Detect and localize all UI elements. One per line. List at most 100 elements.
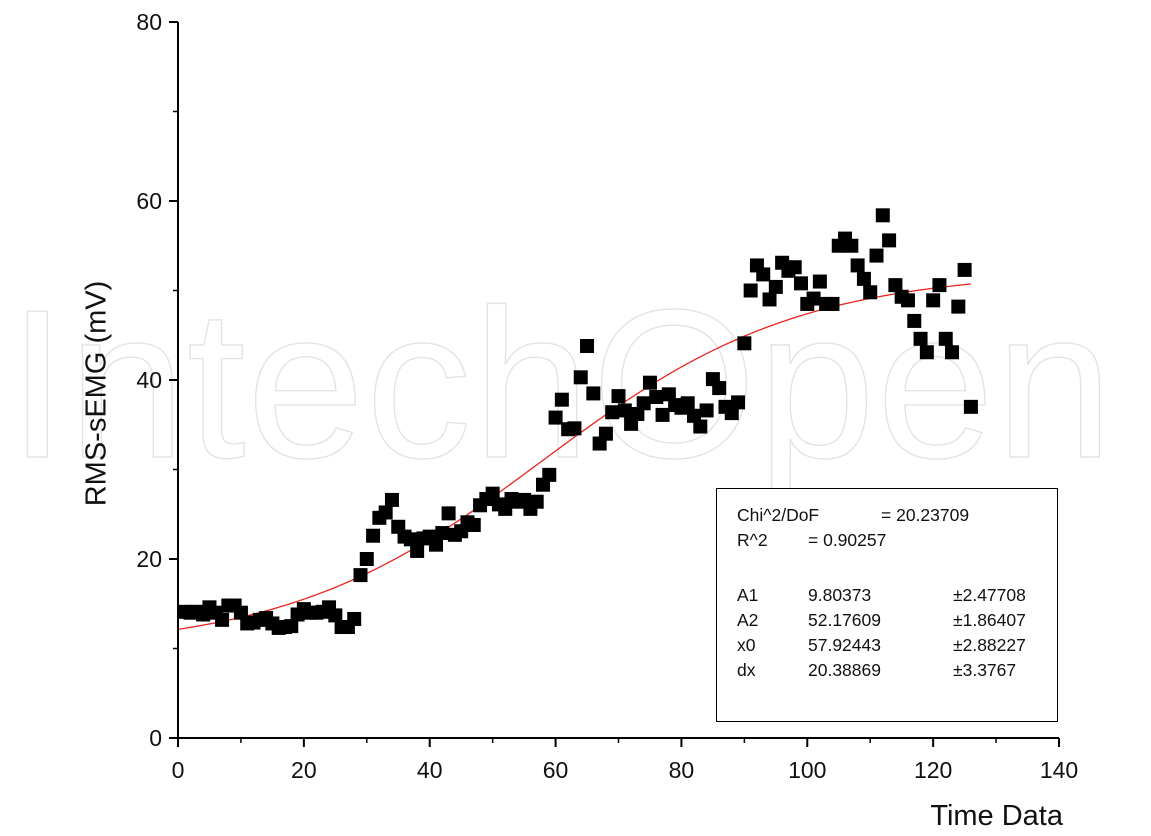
data-point xyxy=(378,505,393,520)
data-point xyxy=(548,410,563,425)
param-value: 20.38869 xyxy=(808,660,881,680)
data-point xyxy=(611,389,626,404)
x-tick-label: 20 xyxy=(291,757,317,783)
data-point xyxy=(787,260,802,275)
data-point xyxy=(806,291,821,306)
param-name: A2 xyxy=(737,610,759,630)
data-point xyxy=(875,208,890,223)
data-point xyxy=(932,278,947,293)
data-point xyxy=(699,403,714,418)
data-point xyxy=(630,407,645,422)
data-point xyxy=(680,396,695,411)
data-point xyxy=(945,345,960,360)
data-point xyxy=(410,543,425,558)
param-value: 57.92443 xyxy=(808,635,881,655)
r2-label: R^2 xyxy=(737,530,768,550)
data-point xyxy=(655,407,670,422)
data-point xyxy=(762,292,777,307)
data-point xyxy=(215,612,230,627)
y-tick-label: 80 xyxy=(136,9,162,35)
data-point xyxy=(284,619,299,634)
data-point xyxy=(366,528,381,543)
data-point xyxy=(485,486,500,501)
data-point xyxy=(542,467,557,482)
y-tick-label: 20 xyxy=(136,546,162,572)
data-point xyxy=(661,387,676,402)
x-tick-label: 80 xyxy=(669,757,695,783)
data-point xyxy=(712,381,727,396)
y-tick-label: 60 xyxy=(136,188,162,214)
data-point xyxy=(869,248,884,263)
data-point xyxy=(731,395,746,410)
data-point xyxy=(919,345,934,360)
param-error: ±1.86407 xyxy=(953,610,1026,630)
data-point xyxy=(737,336,752,351)
y-axis-title: RMS-sEMG (mV) xyxy=(80,280,113,507)
x-axis-title: Time Data xyxy=(930,800,1063,832)
data-point xyxy=(900,293,915,308)
data-point xyxy=(353,568,368,583)
data-point xyxy=(567,421,582,436)
data-point xyxy=(963,399,978,414)
data-point xyxy=(844,238,859,253)
data-point xyxy=(724,406,739,421)
data-point xyxy=(435,526,450,541)
data-point xyxy=(888,278,903,293)
data-point xyxy=(907,313,922,328)
param-error: ±3.3767 xyxy=(953,660,1017,680)
data-point xyxy=(642,375,657,390)
data-point xyxy=(951,299,966,314)
data-point xyxy=(384,492,399,507)
data-point xyxy=(403,532,418,547)
data-point xyxy=(693,419,708,434)
x-tick-label: 120 xyxy=(914,757,952,783)
param-name: x0 xyxy=(737,635,756,655)
chi2-label: Chi^2/DoF xyxy=(737,505,820,525)
data-point xyxy=(359,552,374,566)
data-point xyxy=(856,271,871,286)
data-point xyxy=(938,331,953,346)
data-point xyxy=(756,267,771,282)
data-point xyxy=(743,283,758,298)
x-tick-label: 140 xyxy=(1040,757,1078,783)
fit-statistics-box: Chi^2/DoF = 20.23709 R^2 = 0.90257 A1 9.… xyxy=(716,488,1058,722)
param-error: ±2.88227 xyxy=(953,635,1026,655)
r2-value: = 0.90257 xyxy=(808,530,887,550)
data-point xyxy=(580,338,595,353)
data-point xyxy=(529,494,544,509)
x-tick-label: 60 xyxy=(543,757,569,783)
x-tick-label: 100 xyxy=(788,757,826,783)
data-point xyxy=(441,506,456,521)
data-point xyxy=(768,279,783,294)
x-tick-label: 40 xyxy=(417,757,443,783)
data-point xyxy=(957,262,972,277)
data-point xyxy=(605,405,620,420)
data-point xyxy=(687,408,702,423)
data-point xyxy=(882,233,897,248)
data-point xyxy=(233,605,248,620)
chi2-value: = 20.23709 xyxy=(881,505,970,525)
data-point xyxy=(926,293,941,308)
data-point xyxy=(850,258,865,273)
data-point xyxy=(466,517,481,532)
data-point xyxy=(649,390,664,405)
data-point xyxy=(913,331,928,346)
data-point xyxy=(863,285,878,300)
param-value: 52.17609 xyxy=(808,610,881,630)
param-name: A1 xyxy=(737,585,759,605)
y-tick-label: 40 xyxy=(136,367,162,393)
param-error: ±2.47708 xyxy=(953,585,1026,605)
data-point xyxy=(328,608,343,623)
data-point xyxy=(347,611,362,626)
y-tick-label: 0 xyxy=(149,725,162,751)
data-point xyxy=(554,392,569,407)
data-point xyxy=(617,403,632,418)
data-point xyxy=(636,396,651,411)
x-tick-label: 0 xyxy=(172,757,185,783)
data-point xyxy=(573,370,588,385)
data-point xyxy=(586,386,601,401)
data-point xyxy=(429,537,444,552)
data-point xyxy=(825,296,840,311)
param-name: dx xyxy=(737,660,756,680)
